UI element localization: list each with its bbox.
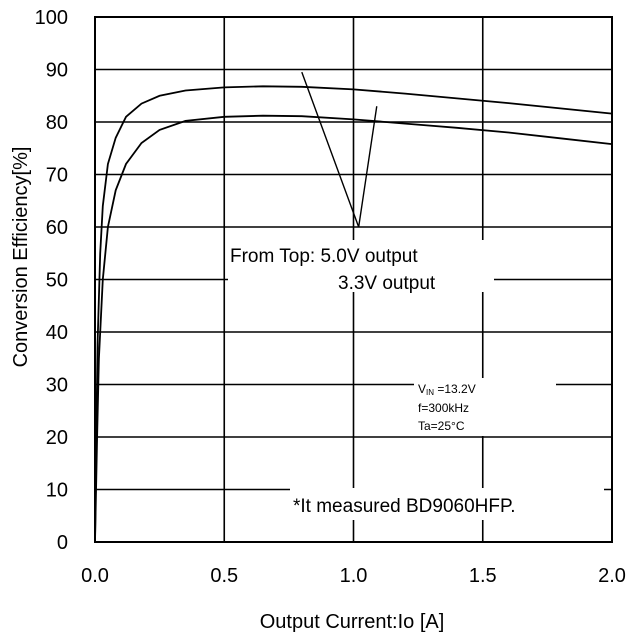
y-tick-label: 10 bbox=[46, 480, 68, 502]
vin-value: =13.2V bbox=[434, 382, 476, 396]
plot-frame bbox=[94, 16, 613, 543]
y-tick-label: 100 bbox=[35, 7, 68, 29]
pointer-line bbox=[301, 71, 360, 228]
annotation-background bbox=[414, 378, 556, 436]
y-axis-title: Conversion Efficiency[%] bbox=[10, 147, 32, 368]
annotation-background bbox=[290, 488, 604, 520]
x-tick-label: 0.0 bbox=[81, 565, 109, 587]
annotation-backgrounds bbox=[228, 240, 604, 520]
y-tick-label: 80 bbox=[46, 112, 68, 134]
y-tick-label: 70 bbox=[46, 165, 68, 187]
annotation-measured-note: *It measured BD9060HFP. bbox=[293, 496, 516, 517]
y-tick-label: 30 bbox=[46, 375, 68, 397]
pointer-line bbox=[357, 106, 378, 228]
y-tick-label: 20 bbox=[46, 427, 68, 449]
series-group bbox=[94, 85, 613, 543]
x-tick-label: 1.0 bbox=[340, 565, 368, 587]
vin-symbol: V bbox=[418, 382, 426, 396]
y-tick-label: 0 bbox=[57, 532, 68, 554]
y-tick-label: 60 bbox=[46, 217, 68, 239]
annotation-vin: VIN =13.2V bbox=[418, 382, 476, 397]
annotation-frequency: f=300kHz bbox=[418, 401, 469, 415]
annotation-from-top: From Top: 5.0V output bbox=[230, 246, 418, 267]
series-line-2 bbox=[94, 114, 613, 543]
pointer-lines bbox=[301, 71, 378, 228]
x-tick-label: 2.0 bbox=[598, 565, 626, 587]
annotation-background bbox=[228, 240, 494, 292]
x-axis-title: Output Current:Io [A] bbox=[260, 611, 445, 633]
y-tick-label: 40 bbox=[46, 322, 68, 344]
tick-labels: 0 10 20 30 40 50 60 70 80 90 100 0.0 0.5 1.0 1.5 2.0 bbox=[35, 7, 626, 587]
y-tick-label: 90 bbox=[46, 60, 68, 82]
annotation-temperature: Ta=25°C bbox=[418, 419, 465, 433]
series-line-1 bbox=[94, 85, 613, 543]
annotation-3v3-output: 3.3V output bbox=[338, 273, 436, 294]
x-tick-label: 0.5 bbox=[210, 565, 238, 587]
vin-subscript: IN bbox=[426, 388, 434, 397]
y-tick-label: 50 bbox=[46, 270, 68, 292]
x-tick-label: 1.5 bbox=[469, 565, 497, 587]
